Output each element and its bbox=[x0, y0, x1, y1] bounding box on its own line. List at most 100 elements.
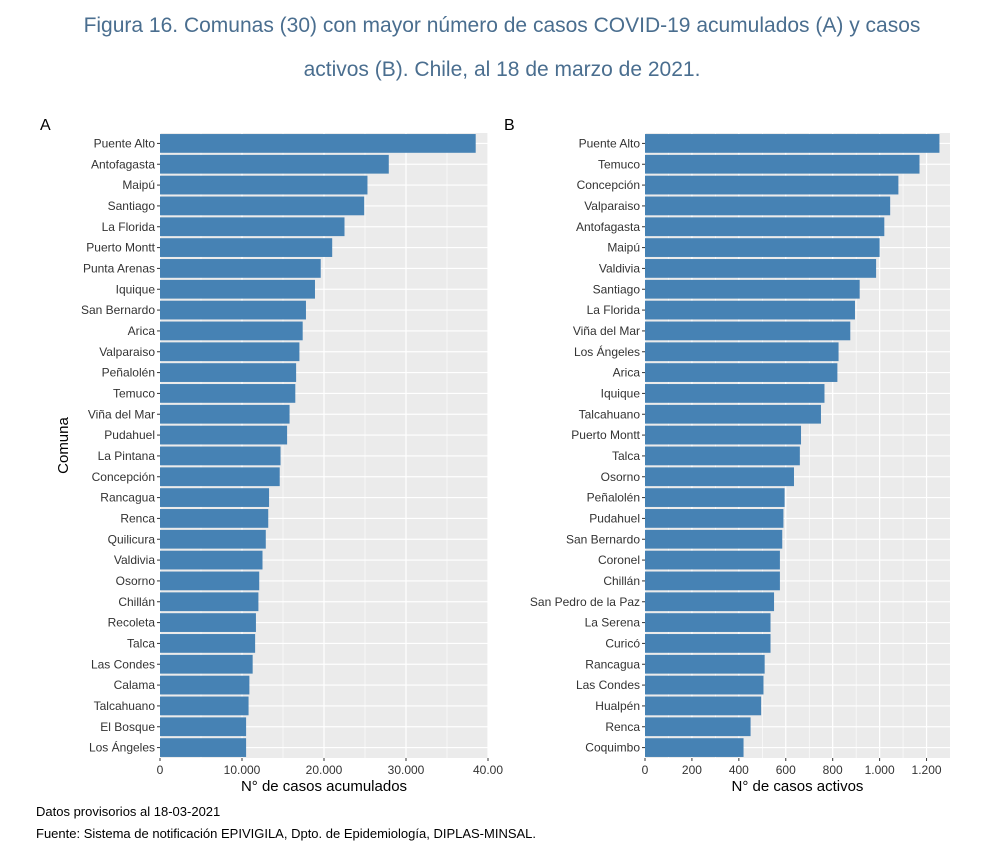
category-label: Concepción bbox=[577, 178, 640, 192]
bar bbox=[645, 384, 825, 403]
category-label: San Pedro de la Paz bbox=[530, 595, 640, 609]
bar bbox=[160, 300, 306, 320]
bar bbox=[645, 634, 771, 653]
category-label: Punta Arenas bbox=[83, 261, 155, 275]
bar bbox=[645, 592, 775, 612]
category-label: El Bosque bbox=[100, 720, 155, 734]
bar bbox=[645, 675, 764, 695]
figure-title-line2: activos (B). Chile, al 18 de marzo de 20… bbox=[303, 58, 701, 81]
chart-panel-b: Puente Alto Temuco Concepción Valparaiso Ant… bbox=[504, 117, 950, 795]
source-note: Fuente: Sistema de notificación EPIVIGIL… bbox=[36, 826, 537, 841]
category-label: Valparaiso bbox=[99, 345, 155, 359]
x-tick-label: 1.200 bbox=[912, 763, 942, 777]
x-tick-label: 40.00 bbox=[473, 763, 503, 777]
bar bbox=[160, 279, 315, 299]
figure-title-line1: Figura 16. Comunas (30) con mayor número… bbox=[83, 14, 921, 37]
x-tick-label: 800 bbox=[823, 763, 843, 777]
plot-background bbox=[645, 133, 950, 758]
category-label: Osorno bbox=[116, 574, 156, 588]
bar bbox=[160, 154, 389, 174]
bar bbox=[645, 154, 920, 174]
bar bbox=[160, 675, 250, 695]
chart-panel-a: Puente Alto Antofagasta Maipú Santiago La Fl… bbox=[40, 117, 503, 795]
bar bbox=[645, 175, 899, 195]
category-label: Iquique bbox=[116, 282, 156, 296]
category-label: Concepción bbox=[92, 470, 155, 484]
x-tick-label: 0 bbox=[157, 763, 164, 777]
bar bbox=[645, 342, 839, 362]
bar bbox=[645, 238, 880, 257]
bar bbox=[160, 571, 260, 591]
bar bbox=[160, 634, 256, 653]
category-label: Curicó bbox=[605, 636, 640, 650]
panel-label: A bbox=[40, 117, 51, 134]
bar bbox=[160, 134, 476, 153]
x-axis-title: N° de casos acumulados bbox=[241, 778, 407, 795]
category-label: La Florida bbox=[102, 220, 156, 234]
category-label: Peñalolén bbox=[102, 366, 155, 380]
category-label: Puerto Montt bbox=[86, 241, 155, 255]
category-label: Maipú bbox=[607, 241, 640, 255]
category-label: Hualpén bbox=[595, 699, 640, 713]
x-tick-label: 200 bbox=[682, 763, 702, 777]
category-label: Arica bbox=[128, 324, 156, 338]
bar bbox=[645, 196, 891, 216]
category-label: La Pintana bbox=[98, 449, 156, 463]
bar bbox=[645, 550, 780, 570]
category-label: La Serena bbox=[585, 616, 641, 630]
category-label: Los Ángeles bbox=[89, 740, 155, 755]
category-label: Temuco bbox=[598, 157, 640, 171]
bar bbox=[645, 217, 885, 237]
bar bbox=[160, 425, 288, 445]
bar bbox=[645, 446, 800, 466]
bar bbox=[160, 613, 256, 632]
category-label: Pudahuel bbox=[104, 428, 155, 442]
category-label: Antofagasta bbox=[576, 220, 640, 234]
x-tick-label: 600 bbox=[776, 763, 796, 777]
category-label: Santiago bbox=[108, 199, 156, 213]
bar bbox=[645, 654, 765, 674]
category-label: Maipú bbox=[122, 178, 155, 192]
category-label: Talca bbox=[612, 449, 640, 463]
bar bbox=[160, 592, 259, 612]
category-label: Las Condes bbox=[576, 678, 640, 692]
category-label: Viña del Mar bbox=[573, 324, 640, 338]
bar bbox=[645, 509, 784, 528]
category-label: Puente Alto bbox=[579, 136, 641, 150]
category-label: Iquique bbox=[601, 386, 641, 400]
category-label: Peñalolén bbox=[587, 491, 640, 505]
bar bbox=[160, 404, 290, 424]
bar bbox=[160, 529, 266, 549]
category-label: Las Condes bbox=[91, 657, 155, 671]
x-tick-label: 0 bbox=[642, 763, 649, 777]
category-label: Chillán bbox=[603, 574, 640, 588]
bar bbox=[645, 279, 860, 299]
bar bbox=[160, 467, 280, 487]
category-label: Chillán bbox=[118, 595, 155, 609]
x-tick-label: 30.000 bbox=[388, 763, 425, 777]
bar bbox=[645, 363, 838, 382]
category-label: Quilicura bbox=[108, 532, 156, 546]
category-label: Valparaiso bbox=[584, 199, 640, 213]
bar bbox=[160, 217, 345, 237]
bar bbox=[160, 238, 333, 257]
category-label: San Bernardo bbox=[566, 532, 640, 546]
bar bbox=[160, 509, 269, 528]
category-label: Temuco bbox=[113, 386, 155, 400]
category-label: Renca bbox=[605, 720, 640, 734]
y-axis-title: Comuna bbox=[55, 416, 72, 473]
bar bbox=[160, 738, 247, 757]
bar bbox=[645, 300, 855, 320]
x-tick-label: 20.000 bbox=[306, 763, 343, 777]
bar bbox=[645, 571, 780, 591]
category-label: Puente Alto bbox=[94, 136, 156, 150]
category-label: Pudahuel bbox=[589, 511, 640, 525]
category-label: Santiago bbox=[593, 282, 641, 296]
bar bbox=[160, 175, 368, 195]
category-label: Arica bbox=[613, 366, 641, 380]
bar bbox=[160, 696, 249, 716]
category-label: Osorno bbox=[601, 470, 641, 484]
bar bbox=[645, 529, 783, 549]
bar bbox=[160, 363, 297, 382]
category-label: Recoleta bbox=[108, 616, 156, 630]
